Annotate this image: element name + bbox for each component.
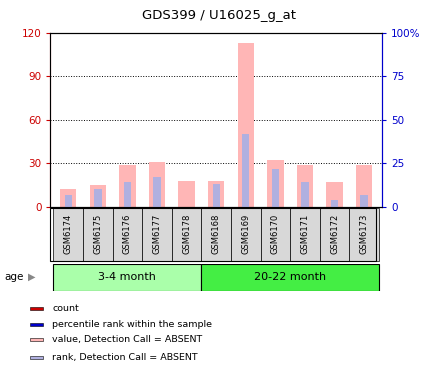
Text: ▶: ▶ (28, 272, 35, 282)
Text: GSM6171: GSM6171 (300, 214, 309, 254)
Text: 20-22 month: 20-22 month (254, 272, 325, 282)
Bar (148, 162, 165, 207)
FancyBboxPatch shape (142, 208, 171, 261)
Bar (267, 160, 283, 207)
Bar (300, 182, 308, 207)
Text: GSM6175: GSM6175 (93, 214, 102, 254)
Bar (119, 165, 135, 207)
Text: GSM6176: GSM6176 (123, 214, 132, 254)
Text: value, Detection Call = ABSENT: value, Detection Call = ABSENT (52, 335, 202, 344)
FancyBboxPatch shape (349, 208, 378, 261)
Bar (241, 134, 249, 207)
Bar (89, 185, 106, 207)
Bar (360, 195, 367, 207)
Text: GSM6178: GSM6178 (182, 214, 191, 254)
Bar (208, 181, 224, 207)
FancyBboxPatch shape (230, 208, 260, 261)
Text: GSM6169: GSM6169 (241, 214, 250, 254)
Bar (30, 356, 43, 359)
Text: GSM6170: GSM6170 (270, 214, 279, 254)
Text: GSM6173: GSM6173 (359, 214, 368, 254)
Bar (355, 165, 371, 207)
Bar (271, 168, 279, 207)
FancyBboxPatch shape (113, 208, 142, 261)
Text: GSM6177: GSM6177 (152, 214, 161, 254)
FancyBboxPatch shape (171, 208, 201, 261)
FancyBboxPatch shape (53, 208, 83, 261)
Bar (30, 338, 43, 341)
Bar (326, 182, 342, 207)
Bar (212, 184, 219, 207)
Bar (64, 195, 72, 207)
FancyBboxPatch shape (201, 208, 230, 261)
Bar (178, 181, 194, 207)
FancyBboxPatch shape (319, 208, 349, 261)
Text: rank, Detection Call = ABSENT: rank, Detection Call = ABSENT (52, 353, 197, 362)
Bar (94, 190, 101, 207)
FancyBboxPatch shape (260, 208, 290, 261)
Text: GSM6174: GSM6174 (64, 214, 73, 254)
Bar (153, 177, 160, 207)
Bar (60, 190, 76, 207)
Bar (330, 200, 338, 207)
Bar (30, 323, 43, 326)
FancyBboxPatch shape (290, 208, 319, 261)
Bar (296, 165, 312, 207)
Text: GDS399 / U16025_g_at: GDS399 / U16025_g_at (142, 9, 296, 22)
FancyBboxPatch shape (201, 264, 378, 291)
Text: age: age (4, 272, 24, 282)
Bar (124, 182, 131, 207)
FancyBboxPatch shape (83, 208, 113, 261)
Text: GSM6168: GSM6168 (211, 214, 220, 254)
Bar (237, 43, 253, 207)
FancyBboxPatch shape (53, 264, 201, 291)
Bar (30, 307, 43, 310)
Text: GSM6172: GSM6172 (329, 214, 338, 254)
Text: count: count (52, 304, 78, 313)
Text: 3-4 month: 3-4 month (98, 272, 156, 282)
Text: percentile rank within the sample: percentile rank within the sample (52, 320, 212, 329)
